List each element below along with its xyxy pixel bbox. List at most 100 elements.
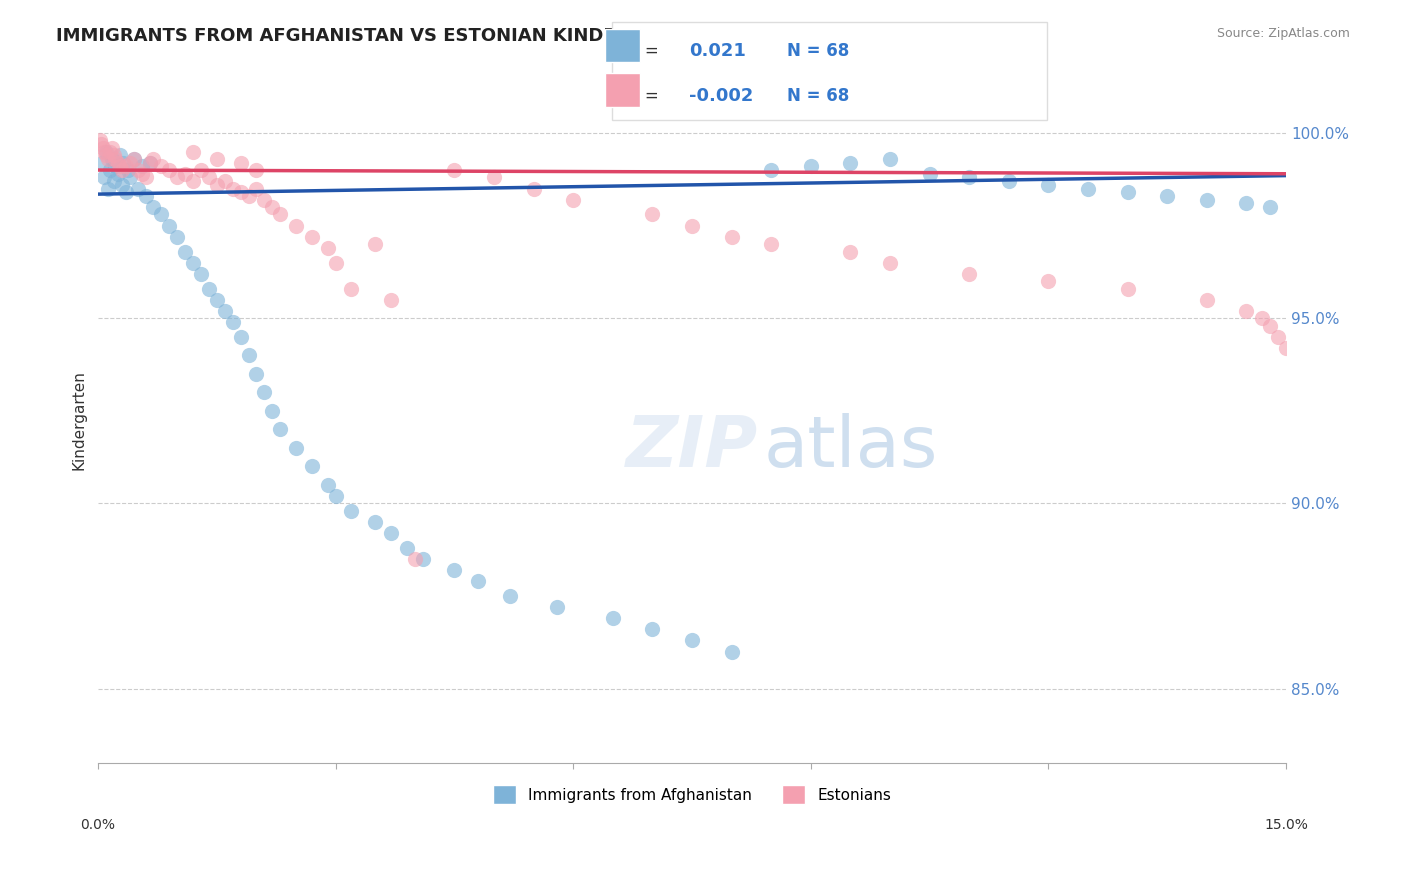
Point bbox=[150, 207, 173, 221]
Point bbox=[91, 141, 114, 155]
Point bbox=[107, 155, 129, 169]
Point bbox=[117, 163, 139, 178]
Point bbox=[118, 170, 141, 185]
Point bbox=[96, 152, 118, 166]
Point bbox=[262, 200, 284, 214]
Point bbox=[112, 155, 135, 169]
Text: R =: R = bbox=[628, 42, 659, 60]
Point bbox=[641, 623, 664, 637]
Point bbox=[157, 219, 180, 233]
Point bbox=[142, 200, 165, 214]
Point bbox=[340, 504, 363, 518]
Point bbox=[269, 422, 291, 436]
Point bbox=[1258, 200, 1281, 214]
Point bbox=[111, 178, 134, 192]
Point bbox=[150, 159, 173, 173]
Point bbox=[93, 170, 115, 185]
Point bbox=[1195, 193, 1218, 207]
Point bbox=[221, 181, 243, 195]
Point bbox=[118, 155, 141, 169]
Point bbox=[1116, 282, 1139, 296]
Point bbox=[91, 155, 114, 169]
Point bbox=[918, 167, 941, 181]
Point bbox=[245, 163, 267, 178]
Point bbox=[997, 174, 1019, 188]
Point bbox=[761, 237, 783, 252]
Point bbox=[316, 478, 339, 492]
Point bbox=[96, 181, 118, 195]
Point bbox=[879, 255, 901, 269]
Point bbox=[1267, 330, 1289, 344]
Point bbox=[1234, 303, 1257, 318]
Point bbox=[364, 515, 387, 529]
Point bbox=[166, 170, 188, 185]
Point bbox=[957, 267, 980, 281]
Point bbox=[94, 145, 117, 159]
Point bbox=[546, 600, 568, 615]
Text: atlas: atlas bbox=[763, 413, 938, 483]
Point bbox=[89, 133, 111, 147]
Point bbox=[131, 167, 153, 181]
Point bbox=[98, 163, 121, 178]
Y-axis label: Kindergarten: Kindergarten bbox=[72, 370, 86, 470]
Point bbox=[214, 303, 236, 318]
Point bbox=[839, 155, 862, 169]
Point bbox=[1156, 189, 1178, 203]
Text: N = 68: N = 68 bbox=[787, 42, 849, 60]
Point bbox=[229, 155, 252, 169]
Text: Source: ZipAtlas.com: Source: ZipAtlas.com bbox=[1216, 27, 1350, 40]
Point bbox=[131, 159, 153, 173]
Text: -0.002: -0.002 bbox=[689, 87, 754, 104]
Point bbox=[221, 315, 243, 329]
Point bbox=[262, 404, 284, 418]
Point bbox=[238, 348, 260, 362]
Point bbox=[1038, 178, 1060, 192]
Point bbox=[190, 267, 212, 281]
Point bbox=[325, 255, 347, 269]
Point bbox=[301, 459, 323, 474]
Point bbox=[142, 152, 165, 166]
Text: ZIP: ZIP bbox=[626, 413, 758, 483]
Point bbox=[205, 293, 228, 307]
Point bbox=[101, 152, 124, 166]
Point bbox=[1195, 293, 1218, 307]
Point bbox=[181, 255, 204, 269]
Point bbox=[641, 207, 664, 221]
Point bbox=[245, 367, 267, 381]
Point bbox=[229, 330, 252, 344]
Point bbox=[90, 137, 112, 152]
Point bbox=[253, 385, 276, 400]
Point bbox=[602, 611, 624, 625]
Point bbox=[316, 241, 339, 255]
Point bbox=[1116, 186, 1139, 200]
Point bbox=[127, 181, 149, 195]
Point bbox=[110, 148, 132, 162]
Point bbox=[122, 152, 145, 166]
Point bbox=[1258, 318, 1281, 333]
Point bbox=[101, 141, 124, 155]
Point bbox=[380, 293, 402, 307]
Point bbox=[285, 441, 308, 455]
Point bbox=[957, 170, 980, 185]
Point bbox=[190, 163, 212, 178]
Point bbox=[198, 170, 221, 185]
Point bbox=[523, 181, 546, 195]
Point bbox=[285, 219, 308, 233]
Text: 15.0%: 15.0% bbox=[1264, 818, 1308, 832]
Point bbox=[681, 219, 703, 233]
Text: 0.021: 0.021 bbox=[689, 42, 745, 60]
Point bbox=[301, 229, 323, 244]
Point bbox=[103, 174, 125, 188]
Point bbox=[138, 155, 160, 169]
Point bbox=[238, 189, 260, 203]
Point bbox=[174, 244, 197, 259]
Point bbox=[800, 159, 823, 173]
Text: R =: R = bbox=[628, 87, 659, 104]
Point bbox=[253, 193, 276, 207]
Point bbox=[325, 489, 347, 503]
Point bbox=[245, 181, 267, 195]
Point bbox=[761, 163, 783, 178]
Point bbox=[380, 526, 402, 541]
Point bbox=[110, 159, 132, 173]
Point bbox=[122, 152, 145, 166]
